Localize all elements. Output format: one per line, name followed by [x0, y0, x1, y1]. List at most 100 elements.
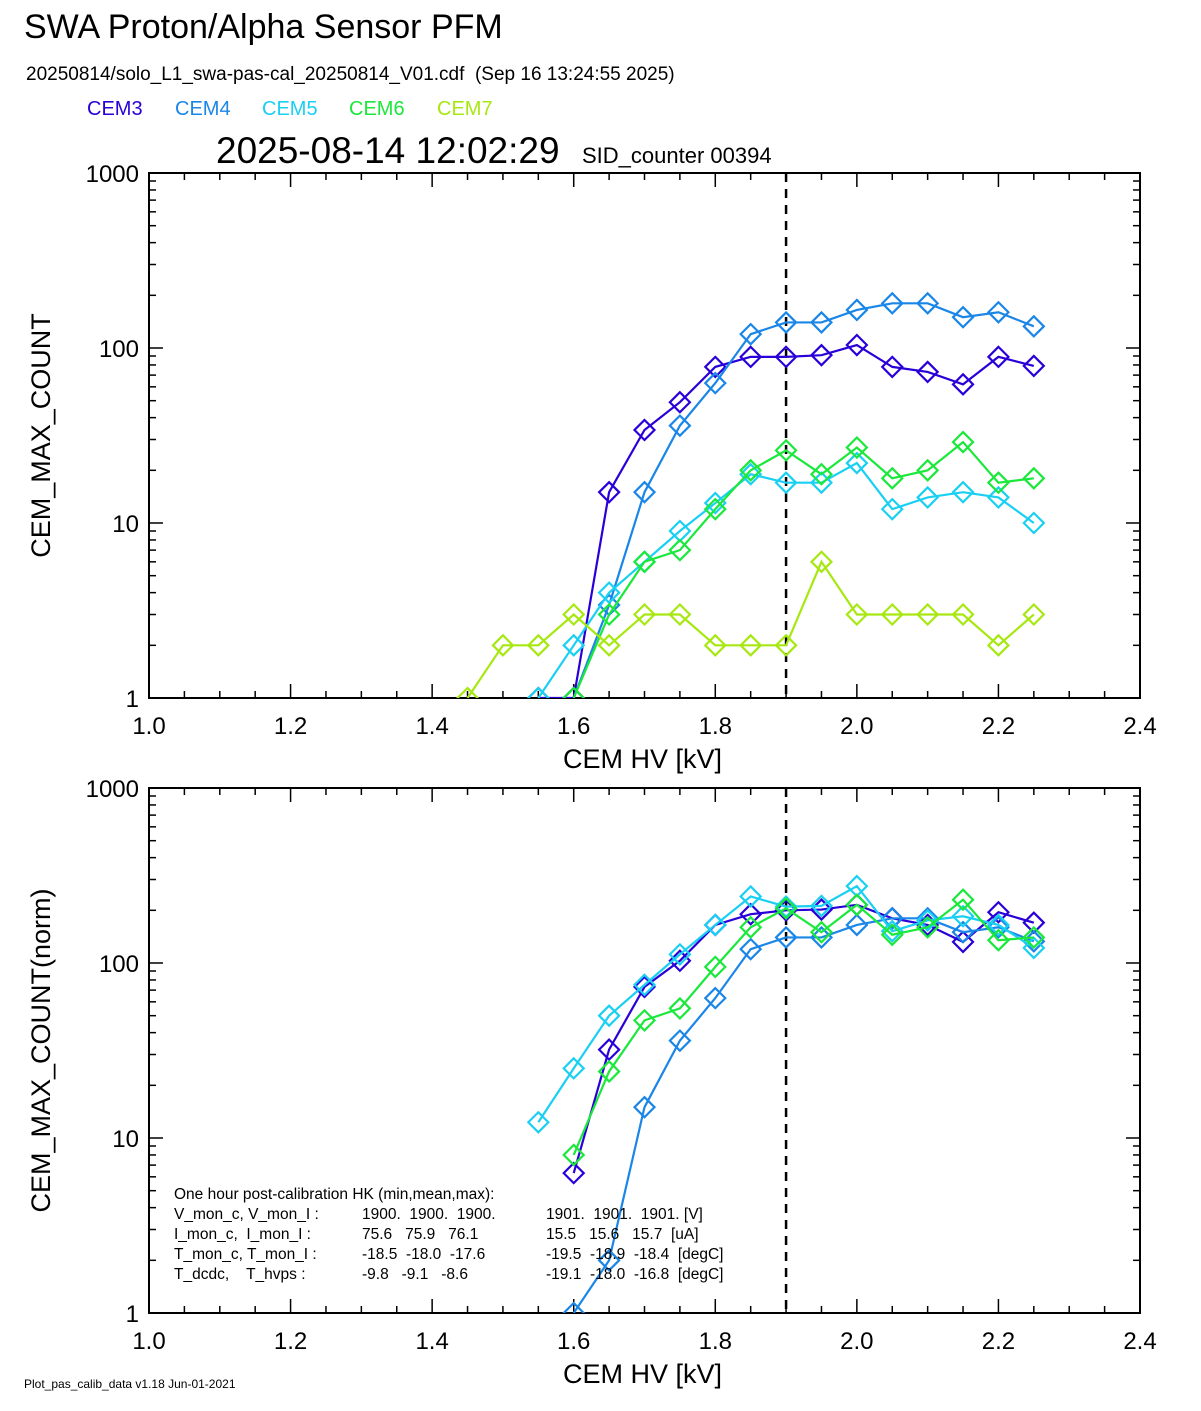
data-point-cem6	[1022, 466, 1046, 490]
data-point-cem5	[526, 686, 550, 698]
data-point-cem6	[703, 955, 727, 979]
data-point-cem4	[845, 913, 869, 937]
x-tick-label: 1.0	[132, 1328, 165, 1355]
sid-counter: SID_counter 00394	[582, 143, 772, 168]
data-point-cem6	[562, 686, 586, 698]
y-tick-label: 100	[99, 951, 139, 978]
data-point-cem7	[632, 602, 657, 627]
data-point-cem3	[845, 333, 869, 357]
data-point-cem6	[632, 550, 657, 574]
hk-line-2: V_mon_c, V_mon_I :	[174, 1206, 319, 1223]
hk-line-4: T_mon_c, T_mon_I :	[174, 1246, 317, 1263]
data-point-cem4	[774, 310, 798, 334]
data-point-cem6	[986, 471, 1010, 495]
data-point-cem5	[1022, 511, 1046, 535]
data-point-cem4	[880, 291, 904, 315]
data-point-cem7	[597, 633, 621, 657]
data-point-cem6	[703, 497, 727, 521]
series-group	[455, 291, 1046, 698]
data-point-cem4	[1022, 314, 1046, 338]
hk-line-4: -19.5 -18.9 -18.4 [degC]	[546, 1246, 724, 1263]
hk-line-1: One hour post-calibration HK (min,mean,m…	[174, 1186, 494, 1203]
data-point-cem3	[809, 343, 834, 367]
y-tick-label: 1000	[86, 161, 139, 188]
y-tick-label: 10	[112, 1126, 139, 1153]
main-title: SWA Proton/Alpha Sensor PFM	[24, 8, 503, 46]
data-point-cem5	[774, 895, 798, 919]
data-point-cem6	[562, 1143, 586, 1167]
series-line-cem4	[572, 917, 1035, 1313]
data-point-cem3	[986, 345, 1010, 369]
data-point-cem7	[703, 633, 727, 657]
data-point-cem6	[916, 915, 940, 939]
data-point-cem4	[703, 371, 727, 395]
data-point-cem4	[774, 925, 798, 949]
data-point-cem6	[951, 430, 975, 454]
data-point-cem6	[774, 896, 798, 920]
chart-panel-1: 1.0 1.2 1.4 1.6 1.8 2.0 2.2 2.4 1 10 100 1000 CEM HV…	[26, 161, 1157, 774]
x-axis-title: CEM HV [kV]	[563, 744, 722, 774]
data-point-cem6	[880, 466, 904, 490]
x-axis-title: CEM HV [kV]	[563, 1359, 722, 1389]
data-point-cem5	[703, 913, 727, 937]
data-point-cem4	[668, 414, 692, 438]
x-tick-label: 1.2	[274, 1328, 307, 1355]
hk-line-3: 75.6 75.9 76.1	[362, 1226, 478, 1243]
data-point-cem4	[809, 310, 834, 334]
legend-cem4: CEM4	[175, 98, 231, 120]
data-point-cem7	[880, 602, 904, 627]
data-point-cem6	[739, 458, 763, 482]
data-point-cem7	[526, 633, 550, 657]
data-point-cem5	[845, 451, 869, 475]
data-point-cem3	[916, 360, 940, 384]
data-point-cem5	[916, 485, 940, 509]
data-point-cem4	[880, 906, 904, 930]
series-line-cem7	[466, 559, 1035, 698]
data-point-cem4	[739, 937, 763, 961]
data-point-cem7	[986, 633, 1010, 657]
y-axis-title: CEM_MAX_COUNT	[26, 313, 56, 558]
data-point-cem3	[986, 900, 1010, 924]
data-point-cem7	[668, 602, 692, 627]
y-tick-label: 1	[126, 686, 139, 713]
x-tick-label: 1.6	[557, 713, 590, 740]
data-point-cem6	[845, 893, 869, 917]
hk-summary: One hour post-calibration HK (min,mean,m…	[174, 1186, 724, 1283]
data-point-cem6	[809, 462, 834, 486]
data-point-cem3	[597, 1038, 621, 1062]
data-point-cem7	[455, 686, 480, 698]
data-point-cem6	[951, 888, 975, 912]
hk-line-2: 1901. 1901. 1901. [V]	[546, 1206, 703, 1223]
data-point-cem5	[774, 471, 798, 495]
hk-line-5: T_dcdc, T_hvps :	[174, 1266, 306, 1283]
data-point-cem4	[562, 1301, 586, 1313]
data-point-cem7	[809, 550, 834, 574]
data-point-cem5	[597, 581, 621, 605]
series-line-cem5	[537, 884, 1035, 1123]
legend-cem5: CEM5	[262, 98, 318, 120]
data-point-cem5	[632, 973, 657, 997]
y-tick-label: 10	[112, 511, 139, 538]
hk-line-5: -9.8 -9.1 -8.6	[362, 1266, 468, 1283]
data-point-cem3	[668, 390, 692, 414]
x-tick-label: 1.4	[415, 713, 448, 740]
hk-line-2: 1900. 1900. 1900.	[362, 1206, 496, 1223]
data-point-cem6	[632, 1008, 657, 1032]
data-point-cem5	[597, 1004, 621, 1028]
data-point-cem4	[916, 291, 940, 315]
data-point-cem6	[668, 538, 692, 562]
x-tick-label: 1.2	[274, 713, 307, 740]
x-tick-label: 2.4	[1123, 713, 1156, 740]
x-tick-label: 2.2	[982, 1328, 1015, 1355]
data-point-cem6	[668, 996, 692, 1020]
hk-line-3: I_mon_c, I_mon_I :	[174, 1226, 311, 1243]
data-point-cem6	[809, 920, 834, 944]
series-line-cem5	[537, 461, 1035, 698]
file-line: 20250814/solo_L1_swa-pas-cal_20250814_V0…	[26, 64, 675, 85]
x-tick-label: 1.6	[557, 1328, 590, 1355]
data-point-cem4	[739, 322, 763, 346]
data-point-cem4	[597, 1248, 621, 1272]
data-point-cem4	[951, 305, 975, 329]
data-point-cem7	[845, 602, 869, 627]
